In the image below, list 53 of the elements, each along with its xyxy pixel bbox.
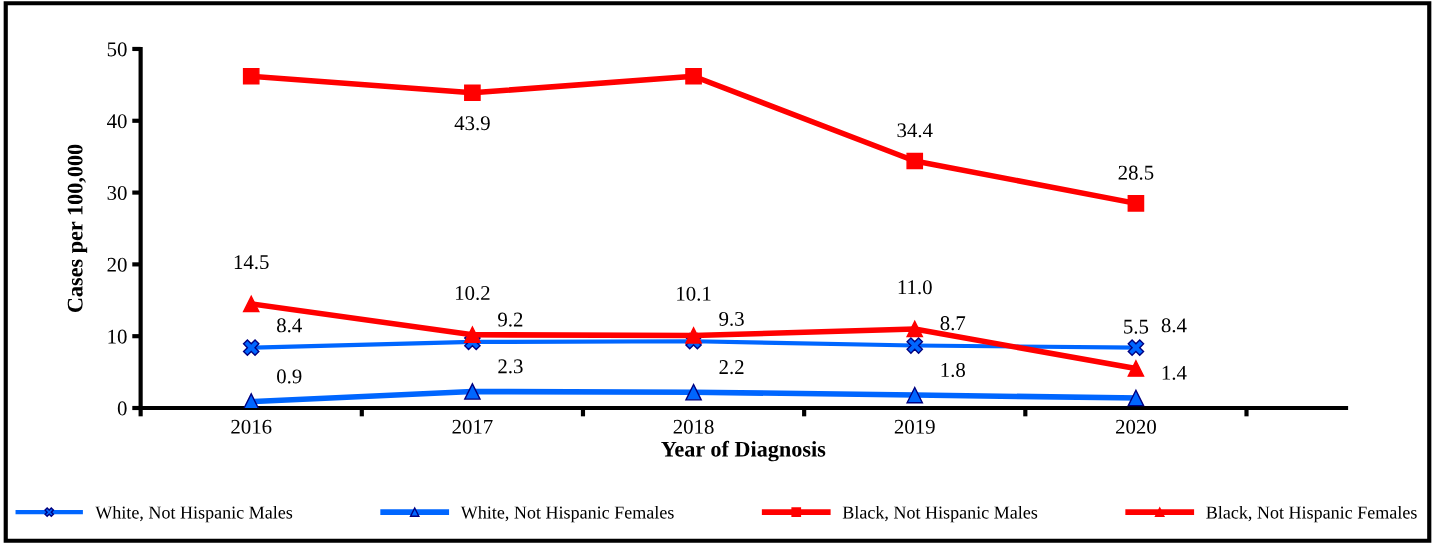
y-tick-label: 50	[107, 42, 127, 57]
data-label: 8.4	[1161, 318, 1187, 333]
point	[685, 327, 702, 344]
point	[906, 337, 924, 354]
data-label: 8.4	[277, 318, 302, 333]
y-tick-label: 40	[107, 114, 127, 129]
data-label: 0.9	[277, 369, 302, 384]
x-tick-label: 2016	[231, 419, 272, 434]
data-label: 10.2	[455, 285, 490, 301]
point	[906, 386, 924, 404]
x-tick-label: 2017	[452, 419, 493, 434]
data-label: 2.3	[498, 359, 523, 374]
data-label: 11.0	[898, 280, 932, 295]
point	[685, 383, 702, 401]
x-tick-label: 2018	[673, 419, 714, 434]
legend-label: Black, Not Hispanic Females	[1206, 505, 1417, 523]
data-label: 9.2	[498, 312, 523, 327]
data-label: 14.5	[234, 255, 269, 270]
legend-label: White, Not Hispanic Females	[460, 505, 674, 523]
y-axis-title: Cases per 100,000	[67, 144, 88, 313]
point	[242, 393, 260, 408]
y-tick-label: 0	[117, 401, 127, 416]
data-label: 1.4	[1162, 365, 1187, 380]
data-label: 1.8	[941, 362, 965, 378]
x-axis-title: Year of Diagnosis	[661, 440, 826, 462]
data-label: 34.4	[897, 123, 933, 138]
point	[464, 383, 481, 400]
point	[1127, 389, 1145, 407]
data-label: 8.7	[940, 316, 966, 331]
point	[242, 339, 260, 357]
point	[242, 67, 260, 85]
data-label: 2.2	[719, 360, 744, 375]
y-tick-label: 30	[107, 185, 127, 201]
point	[906, 320, 924, 338]
point	[1127, 339, 1145, 357]
point	[906, 152, 924, 170]
data-label: 10.1	[677, 286, 711, 301]
x-tick-label: 2019	[894, 419, 935, 434]
point	[464, 326, 481, 344]
data-label: 5.5	[1124, 319, 1149, 334]
y-tick-label: 20	[107, 257, 127, 272]
point	[1127, 360, 1145, 377]
point	[685, 67, 702, 85]
legend-label: Black, Not Hispanic Males	[842, 505, 1038, 523]
legend-label: White, Not Hispanic Males	[95, 505, 293, 523]
y-tick-label: 10	[108, 329, 127, 344]
point	[1127, 195, 1145, 212]
point	[242, 295, 260, 313]
data-label: 43.9	[454, 116, 490, 131]
x-tick-label: 2020	[1116, 419, 1156, 434]
point	[464, 84, 481, 102]
data-label: 9.3	[719, 311, 744, 326]
data-label: 28.5	[1118, 165, 1154, 180]
